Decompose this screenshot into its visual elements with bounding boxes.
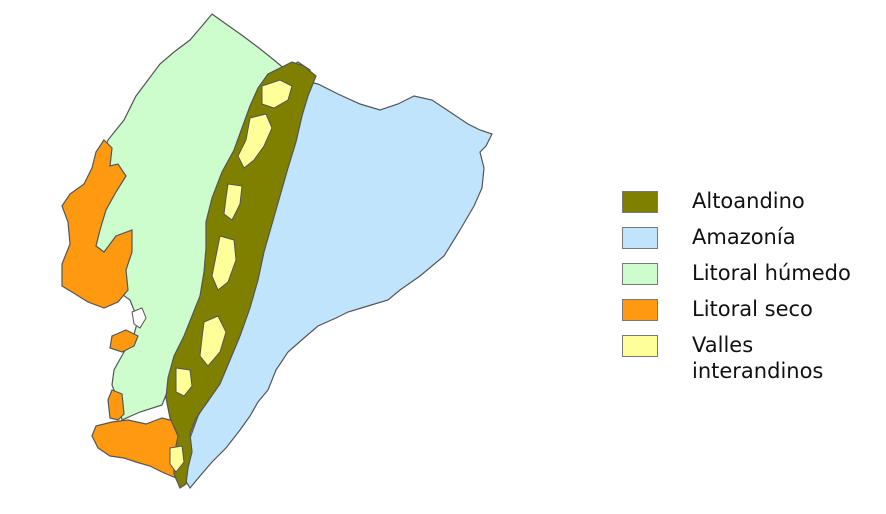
region-valles-7 [169, 445, 185, 473]
region-valles-4 [211, 235, 237, 291]
legend-item-litoral-humedo: Litoral húmedo [622, 260, 886, 286]
ecuador-regions-map [61, 13, 493, 490]
region-valles-5 [199, 315, 227, 367]
legend-label-valles: Valles interandinos [692, 333, 824, 383]
legend-label-litoral-humedo: Litoral húmedo [692, 261, 851, 285]
region-valles-3 [223, 183, 243, 221]
legend-label-amazonia: Amazonía [692, 225, 796, 249]
region-litoral-seco-north [61, 139, 133, 309]
legend-item-altoandino: Altoandino [622, 188, 886, 214]
legend-item-litoral-seco: Litoral seco [622, 296, 886, 322]
legend-swatch-litoral-humedo [622, 263, 658, 285]
region-valles-1 [261, 79, 293, 109]
legend-item-amazonia: Amazonía [622, 224, 886, 250]
region-valles-6 [175, 367, 193, 397]
legend-swatch-valles [622, 335, 658, 357]
legend-swatch-altoandino [622, 191, 658, 213]
region-altoandino [165, 61, 317, 489]
gulf-inlet [131, 307, 147, 329]
region-valles-2 [237, 113, 273, 169]
legend-swatch-amazonia [622, 227, 658, 249]
region-litoral-seco-island [109, 329, 139, 353]
legend-label-altoandino: Altoandino [692, 189, 805, 213]
legend-item-valles: Valles interandinos [622, 332, 886, 384]
legend-swatch-litoral-seco [622, 299, 658, 321]
legend-label-litoral-seco: Litoral seco [692, 297, 813, 321]
map-legend: Altoandino Amazonía Litoral húmedo Litor… [622, 188, 886, 394]
